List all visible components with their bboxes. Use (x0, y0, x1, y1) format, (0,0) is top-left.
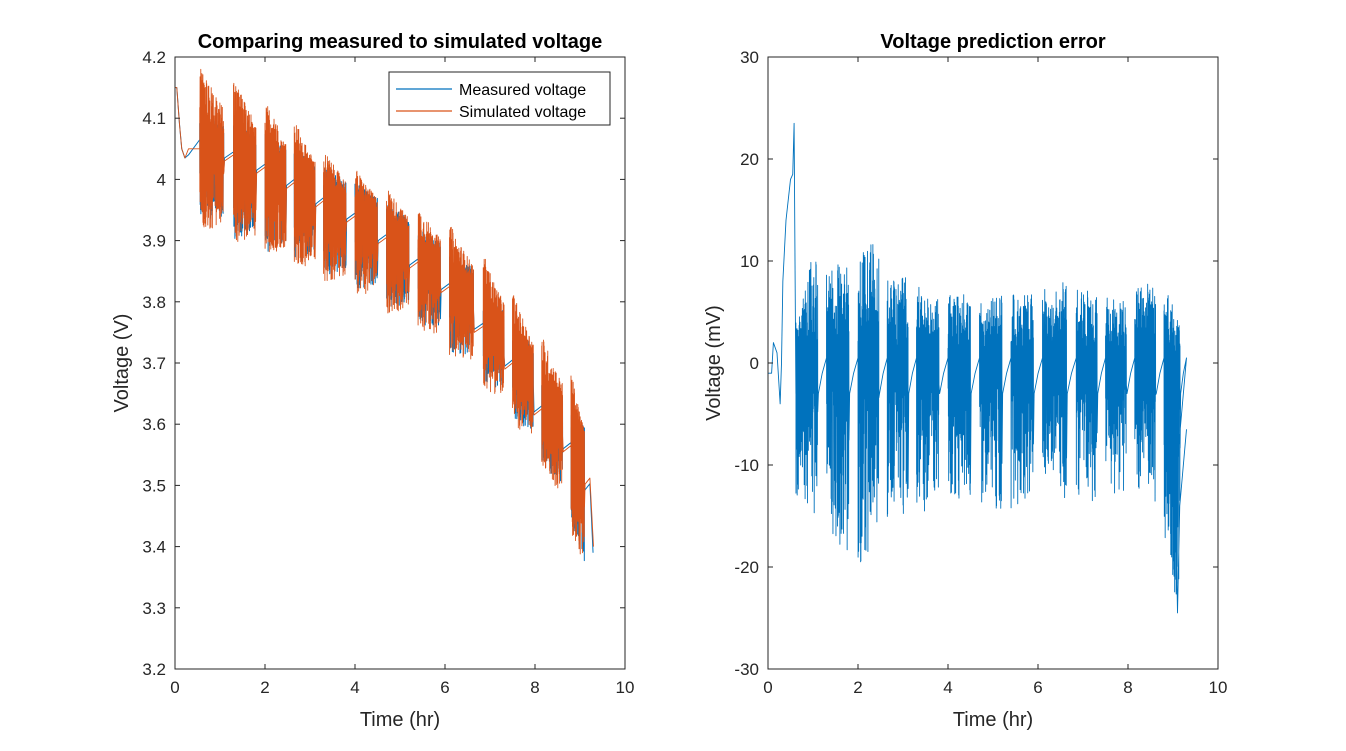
right-y-tick-label: -20 (734, 558, 759, 577)
right-x-tick-label: 4 (943, 678, 952, 697)
right-y-tick-label: -30 (734, 660, 759, 679)
voltage-comparison-axes: 0 2 4 6 8 10 3.2 3.3 3.4 3.5 3.6 3.7 3.8 3.9 4 4.1 4.2 C… (111, 31, 634, 731)
left-y-tick-label: 3.3 (142, 599, 166, 618)
right-x-tick-label: 0 (763, 678, 772, 697)
left-x-tick-label: 10 (616, 678, 635, 697)
voltage-comparison-plot-area (175, 68, 594, 562)
left-chart-title: Comparing measured to simulated voltage (198, 31, 603, 53)
right-y-tick-label: 0 (750, 354, 759, 373)
right-x-axis-label: Time (hr) (953, 709, 1033, 731)
right-y-tick-label: -10 (734, 456, 759, 475)
left-y-tick-label: 4.2 (142, 48, 166, 67)
right-y-axis-label: Voltage (mV) (703, 305, 725, 421)
right-y-tick-label: 30 (740, 48, 759, 67)
left-y-tick-label: 3.2 (142, 660, 166, 679)
left-y-tick-label: 4 (157, 170, 166, 189)
left-y-axis-label: Voltage (V) (111, 314, 133, 413)
left-y-tick-label: 3.7 (142, 354, 166, 373)
right-chart-title: Voltage prediction error (880, 31, 1105, 53)
prediction-error-plot-area (768, 122, 1187, 614)
left-y-tick-label: 3.5 (142, 476, 166, 495)
right-x-tick-label: 8 (1123, 678, 1132, 697)
legend: Measured voltage Simulated voltage (388, 71, 611, 126)
right-x-tick-label: 10 (1209, 678, 1228, 697)
right-x-tick-label: 6 (1033, 678, 1042, 697)
simulated-voltage-line (175, 68, 594, 555)
left-x-tick-label: 0 (170, 678, 179, 697)
prediction-error-ticks: 0 2 4 6 8 10 -30 -20 -10 0 10 20 30 (734, 48, 1227, 697)
left-x-tick-label: 6 (440, 678, 449, 697)
legend-simulated-label: Simulated voltage (459, 104, 586, 121)
left-y-tick-label: 3.8 (142, 293, 166, 312)
right-x-tick-label: 2 (853, 678, 862, 697)
voltage-comparison-ticks: 0 2 4 6 8 10 3.2 3.3 3.4 3.5 3.6 3.7 3.8 3.9 4 4.1 4.2 (142, 48, 634, 697)
left-x-tick-label: 2 (260, 678, 269, 697)
left-y-tick-label: 3.6 (142, 415, 166, 434)
left-x-tick-label: 8 (530, 678, 539, 697)
left-y-tick-label: 4.1 (142, 109, 166, 128)
left-y-tick-label: 3.9 (142, 232, 166, 251)
legend-measured-label: Measured voltage (459, 82, 586, 99)
left-y-tick-label: 3.4 (142, 538, 166, 557)
right-y-tick-label: 10 (740, 252, 759, 271)
left-x-tick-label: 4 (350, 678, 359, 697)
prediction-error-line (768, 122, 1187, 614)
left-x-axis-label: Time (hr) (360, 709, 440, 731)
right-y-tick-label: 20 (740, 150, 759, 169)
prediction-error-axes: 0 2 4 6 8 10 -30 -20 -10 0 10 20 30 Voltage predicti… (703, 31, 1227, 731)
